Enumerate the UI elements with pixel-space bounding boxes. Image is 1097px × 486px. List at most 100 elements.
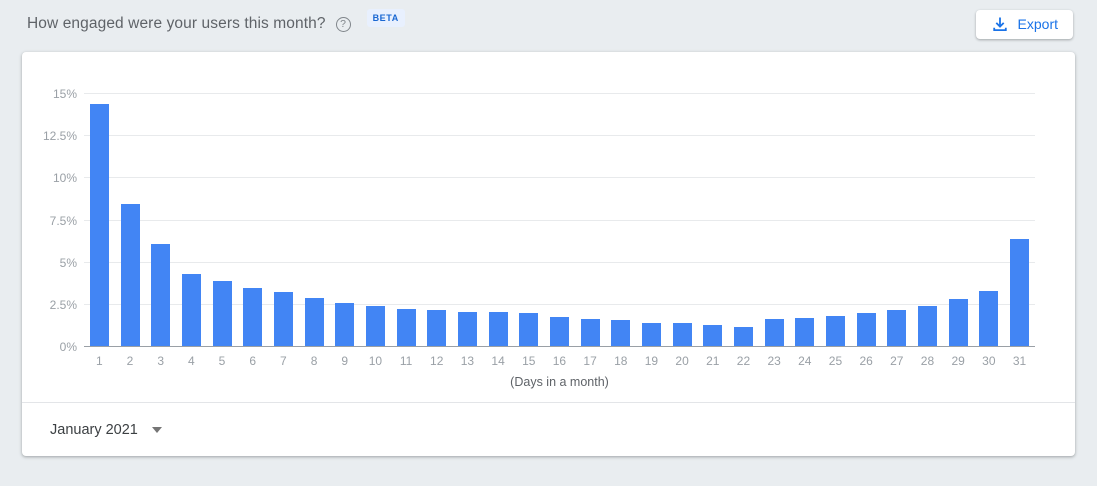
bar-column <box>759 94 790 347</box>
help-icon[interactable]: ? <box>335 16 351 32</box>
bar-day-16[interactable] <box>549 316 569 347</box>
bar-day-30[interactable] <box>979 290 999 347</box>
bar-day-18[interactable] <box>611 320 631 347</box>
gridline <box>84 261 1035 263</box>
bar-day-8[interactable] <box>304 298 324 347</box>
bar-column <box>452 94 483 347</box>
bar-column <box>299 94 330 347</box>
export-button-label: Export <box>1017 16 1058 32</box>
plot-area: 0% 2.5% 5% 7.5% 10% 12.5% 15% <box>43 88 1035 353</box>
x-tick-label: 27 <box>890 354 904 368</box>
bar-day-4[interactable] <box>181 274 201 347</box>
x-tick-label: 22 <box>736 354 751 368</box>
bar-day-2[interactable] <box>120 203 140 347</box>
bar-day-23[interactable] <box>764 319 784 347</box>
bar-column <box>728 94 759 347</box>
x-tick-label: 4 <box>188 354 195 368</box>
bar-day-13[interactable] <box>457 311 477 347</box>
month-selector-dropdown[interactable]: January 2021 <box>50 422 162 438</box>
x-tick-label: 17 <box>583 354 597 368</box>
bar-day-11[interactable] <box>396 309 416 347</box>
x-tick-label: 24 <box>798 354 812 368</box>
x-tick-label: 13 <box>460 354 475 368</box>
y-tick-label: 2.5% <box>49 297 77 312</box>
x-tick-label: 26 <box>859 354 873 368</box>
y-tick-label: 10% <box>52 171 77 186</box>
x-tick-label: 29 <box>951 354 965 368</box>
bar-day-3[interactable] <box>151 244 171 347</box>
bar-day-14[interactable] <box>488 312 508 347</box>
bar-day-20[interactable] <box>672 323 692 347</box>
bar-day-12[interactable] <box>427 309 447 347</box>
gridline <box>84 219 1035 221</box>
bar-day-26[interactable] <box>856 313 876 347</box>
x-tick-label: 30 <box>982 354 996 368</box>
bars <box>84 94 1035 347</box>
bar-day-19[interactable] <box>641 322 661 347</box>
month-selector-label: January 2021 <box>50 421 138 438</box>
bar-column <box>789 94 820 347</box>
x-tick-label: 7 <box>280 354 287 368</box>
x-tick-label: 5 <box>218 354 226 368</box>
bar-day-24[interactable] <box>795 318 815 347</box>
bar-column <box>483 94 514 347</box>
bar-day-10[interactable] <box>365 305 385 347</box>
engagement-chart-card: 0% 2.5% 5% 7.5% 10% 12.5% 15% 1 2 3 4 5 6 7 8 9 10 11 12 1… <box>22 52 1075 456</box>
page-title: How engaged were your users this month? <box>27 15 326 32</box>
y-tick-label: 0% <box>59 340 77 354</box>
bar-column <box>881 94 912 347</box>
bar-column <box>115 94 146 347</box>
bar-column <box>973 94 1004 347</box>
bar-day-28[interactable] <box>917 305 937 347</box>
y-tick-label: 12.5% <box>42 129 77 144</box>
bar-column <box>605 94 636 347</box>
download-icon <box>991 15 1009 33</box>
bar-column <box>1004 94 1035 347</box>
x-tick-label: 14 <box>491 354 505 368</box>
x-tick-label: 19 <box>644 354 659 368</box>
bar-day-31[interactable] <box>1009 239 1029 347</box>
x-tick-label: 1 <box>95 354 103 368</box>
bar-column <box>421 94 452 347</box>
bar-column <box>237 94 268 347</box>
bar-column <box>513 94 544 347</box>
bar-day-15[interactable] <box>519 313 539 347</box>
bar-day-29[interactable] <box>948 298 968 347</box>
bar-day-21[interactable] <box>703 325 723 347</box>
bar-column <box>360 94 391 347</box>
x-tick-label: 18 <box>614 354 628 368</box>
gridline <box>84 303 1035 305</box>
bar-day-17[interactable] <box>580 319 600 347</box>
gridline <box>84 177 1035 179</box>
bar-column <box>391 94 422 347</box>
x-axis-line <box>84 346 1035 347</box>
x-ticks: 1 2 3 4 5 6 7 8 9 10 11 12 13 14 15 16 17 18 19 20 21 22 23 24 2… <box>84 354 1035 368</box>
bar-column <box>697 94 728 347</box>
export-button[interactable]: Export <box>975 9 1073 39</box>
bar-day-7[interactable] <box>273 292 293 347</box>
bar-column <box>544 94 575 347</box>
bar-day-1[interactable] <box>89 104 109 347</box>
bar-column <box>820 94 851 347</box>
x-tick-label: 20 <box>675 354 689 368</box>
bar-day-9[interactable] <box>335 303 355 347</box>
bar-day-25[interactable] <box>825 315 845 347</box>
bar-day-6[interactable] <box>243 287 263 347</box>
triangle-down-icon <box>151 426 162 433</box>
bar-column <box>84 94 115 347</box>
topbar: How engaged were your users this month? … <box>0 0 1097 48</box>
bar-day-5[interactable] <box>212 281 232 347</box>
x-tick-label: 12 <box>430 354 444 368</box>
bar-column <box>145 94 176 347</box>
bar-day-27[interactable] <box>887 309 907 347</box>
bar-day-22[interactable] <box>733 326 753 347</box>
x-tick-label: 21 <box>706 354 720 368</box>
footer-divider <box>22 402 1075 403</box>
bar-column <box>851 94 882 347</box>
bar-column <box>636 94 667 347</box>
y-tick-label: 5% <box>59 255 77 270</box>
gridline <box>84 135 1035 137</box>
bar-column <box>943 94 974 347</box>
card-footer: January 2021 <box>22 403 1075 456</box>
